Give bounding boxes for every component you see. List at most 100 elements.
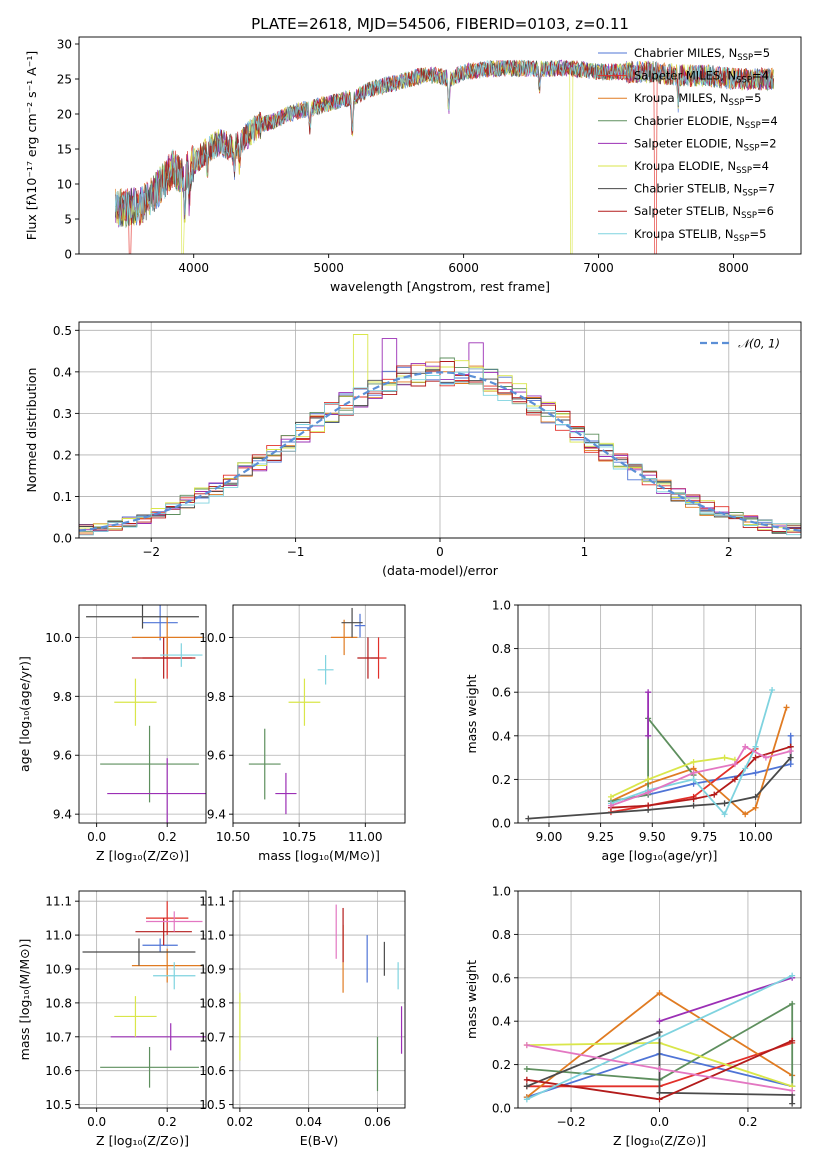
- x-tick-label: 7000: [583, 261, 614, 275]
- age_vs_mass-plot-area: [248, 607, 387, 815]
- axes-frame: [78, 890, 207, 1109]
- data-point-marker: [656, 1018, 663, 1025]
- age_vs_Z-plot-area: [86, 605, 206, 823]
- series-salpeter-elodie: [656, 974, 796, 1025]
- y-tick-label: 10.6: [45, 1064, 72, 1078]
- mass_vs_Z-axes: 0.0 0.2 10.5 10.6 10.7 10.8 10.9 11.0 11.1 Z [log…: [17, 890, 207, 1148]
- massweight_vs_Z-y-axis-label: mass weight: [464, 960, 479, 1039]
- x-tick-label: 6000: [448, 261, 479, 275]
- x-tick-label: 9.50: [639, 830, 666, 844]
- point-chabrier-elodie: [100, 725, 199, 803]
- y-tick-label: 10.0: [45, 631, 72, 645]
- point-kroupa-elodie: [114, 678, 157, 726]
- x-tick-label: 0.0: [87, 830, 106, 844]
- data-point-marker: [656, 989, 663, 996]
- spectrum-plot-area: [115, 59, 775, 254]
- mass_vs_Z-x-axis-label: Z [log₁₀(Z/Z⊙)]: [96, 1133, 189, 1148]
- series-salpeter-stelib: [607, 743, 794, 811]
- y-tick-label: 10.0: [199, 631, 226, 645]
- point-kroupa-stelib: [317, 655, 334, 685]
- spectrum-y-axis-label: Flux [fλ10⁻¹⁷ erg cm⁻² s⁻¹ A⁻¹]: [24, 51, 39, 240]
- y-tick-label: 9.8: [207, 690, 226, 704]
- point-kroupa-miles: [131, 616, 203, 659]
- residuals-y-axis-label: Normed distribution: [24, 368, 39, 493]
- x-tick-label: 0.0: [650, 1115, 669, 1129]
- y-tick-label: 0.0: [53, 532, 72, 546]
- series-pink: [523, 1042, 796, 1094]
- age_vs_mass-axes: 10.50 10.75 11.00 9.4 9.6 9.8 10.0 mass [log₁₀(…: [199, 604, 406, 863]
- point-salpeter-stelib: [131, 637, 196, 679]
- y-tick-label: 10.5: [199, 1098, 226, 1112]
- y-tick-label: 0: [64, 248, 72, 262]
- data-point-marker: [645, 689, 652, 696]
- massweight_vs_Z-axes: −0.2 0.0 0.2 0.0 0.2 0.4 0.6 0.8 1.0 Z [log₁₀(Z/Z…: [464, 885, 802, 1148]
- series-line: [526, 974, 793, 1101]
- point-salpeter-elodie: [107, 758, 206, 823]
- legend-entry: Chabrier STELIB, NSSP=7: [634, 182, 775, 199]
- massweight_vs_Z-x-axis-label: Z [log₁₀(Z/Z⊙)]: [613, 1133, 706, 1148]
- data-point-marker: [523, 1042, 530, 1049]
- series-salpeter-elodie: [645, 689, 652, 739]
- y-tick-label: 30: [57, 38, 72, 52]
- age_vs_mass-panel: 10.50 10.75 11.00 9.4 9.6 9.8 10.0 mass [log₁₀(…: [199, 604, 406, 863]
- point-salpeter-stelib: [135, 918, 192, 946]
- massweight_vs_age-x-axis-label: age [log₁₀(age/yr)]: [602, 848, 718, 863]
- x-tick-label: 1: [581, 545, 589, 559]
- spectrum-legend: Chabrier MILES, NSSP=5 Salpeter MILES, NS…: [598, 46, 778, 244]
- y-tick-label: 11.1: [45, 895, 72, 909]
- data-point-marker: [645, 732, 652, 739]
- y-tick-label: 15: [57, 143, 72, 157]
- residuals-axes: −2 −1 0 1 2 0.0 0.1 0.2 0.3 0.4 0.5 (data-model)/er…: [24, 321, 802, 578]
- y-tick-label: 0.5: [53, 324, 72, 338]
- y-tick-label: 0.4: [492, 729, 511, 743]
- data-point-marker: [731, 776, 738, 783]
- point-salpeter-elodie: [110, 1023, 206, 1051]
- y-tick-label: 10: [57, 178, 72, 192]
- data-point-marker: [721, 811, 728, 818]
- data-point-marker: [523, 1083, 530, 1090]
- point-kroupa-elodie: [114, 996, 157, 1037]
- x-tick-label: 0.0: [87, 1115, 106, 1129]
- x-tick-label: −1: [287, 545, 305, 559]
- y-tick-label: 10.8: [199, 996, 226, 1010]
- spectrum-x-axis-label: wavelength [Angstrom, rest frame]: [330, 279, 550, 294]
- x-tick-label: 9.00: [536, 830, 563, 844]
- y-tick-label: 1.0: [492, 599, 511, 613]
- point-kroupa-stelib: [160, 643, 203, 667]
- y-tick-label: 5: [64, 213, 72, 227]
- y-tick-label: 1.0: [492, 885, 511, 899]
- data-point-marker: [656, 1096, 663, 1103]
- point-salpeter-elodie: [275, 772, 297, 815]
- x-tick-label: 0: [436, 545, 444, 559]
- x-tick-label: 0.06: [364, 1115, 391, 1129]
- mass_vs_Z-plot-area: [82, 901, 206, 1088]
- x-tick-label: 9.25: [587, 830, 614, 844]
- data-point-marker: [752, 743, 759, 750]
- data-point-marker: [731, 761, 738, 768]
- spectrum-line-kroupa-stelib: [115, 59, 774, 227]
- axes-frame: [232, 604, 406, 824]
- y-tick-label: 9.6: [53, 749, 72, 763]
- figure-title: PLATE=2618, MJD=54506, FIBERID=0103, z=0…: [251, 15, 629, 33]
- legend-entry: Kroupa ELODIE, NSSP=4: [634, 159, 769, 176]
- data-point-marker: [752, 804, 759, 811]
- data-point-marker: [656, 1089, 663, 1096]
- data-point-marker: [769, 687, 776, 694]
- data-point-marker: [742, 743, 749, 750]
- x-tick-label: 8000: [718, 261, 749, 275]
- data-point-marker: [645, 789, 652, 796]
- point-salpeter-miles: [146, 901, 189, 936]
- y-tick-label: 10.5: [45, 1098, 72, 1112]
- x-tick-label: −0.2: [556, 1115, 585, 1129]
- mass_vs_EBV-x-axis-label: E(B-V): [300, 1133, 339, 1148]
- y-tick-label: 0.6: [492, 971, 511, 985]
- point-chabrier-stelib: [341, 607, 363, 638]
- x-tick-label: 2: [725, 545, 733, 559]
- data-point-marker: [742, 765, 749, 772]
- point-chabrier-stelib: [86, 605, 199, 629]
- axes-frame: [78, 36, 802, 255]
- series-line: [610, 689, 773, 816]
- y-tick-label: 10.9: [45, 962, 72, 976]
- axes-frame: [78, 604, 207, 824]
- spectrum-axes: 4000 5000 6000 7000 8000 0 5 10 15 20 25 30 waveleng…: [24, 36, 802, 294]
